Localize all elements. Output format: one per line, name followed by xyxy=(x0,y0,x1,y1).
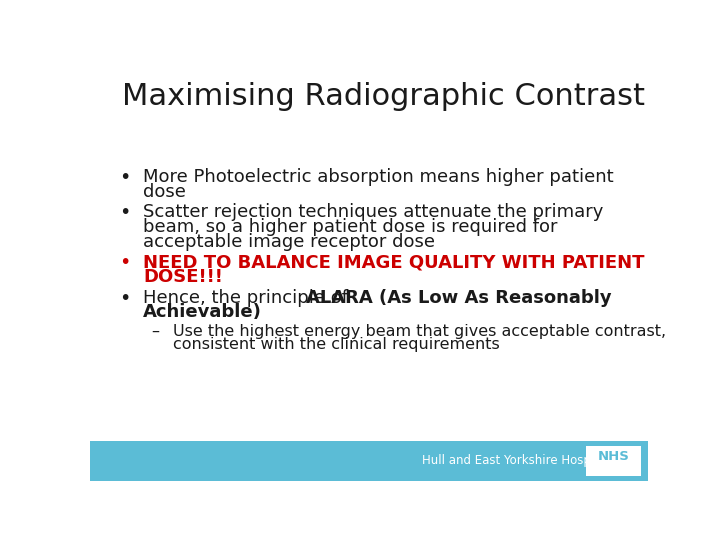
Text: Hull and East Yorkshire Hospitals: Hull and East Yorkshire Hospitals xyxy=(422,454,616,467)
Text: ALARA (As Low As Reasonably: ALARA (As Low As Reasonably xyxy=(306,289,612,307)
Text: More Photoelectric absorption means higher patient: More Photoelectric absorption means high… xyxy=(143,168,613,186)
Text: DOSE!!!: DOSE!!! xyxy=(143,268,223,286)
Text: •: • xyxy=(119,168,130,187)
Bar xyxy=(90,441,648,481)
Text: –: – xyxy=(151,324,159,339)
Text: acceptable image receptor dose: acceptable image receptor dose xyxy=(143,233,435,251)
Text: NEED TO BALANCE IMAGE QUALITY WITH PATIENT: NEED TO BALANCE IMAGE QUALITY WITH PATIE… xyxy=(143,253,644,272)
Text: NHS: NHS xyxy=(598,450,629,463)
Text: Use the highest energy beam that gives acceptable contrast,: Use the highest energy beam that gives a… xyxy=(173,324,666,339)
Text: •: • xyxy=(119,253,130,272)
Text: beam, so a higher patient dose is required for: beam, so a higher patient dose is requir… xyxy=(143,218,557,236)
Bar xyxy=(585,446,642,476)
Text: NHS Trust: NHS Trust xyxy=(596,470,631,476)
Text: •: • xyxy=(119,289,130,308)
Text: Maximising Radiographic Contrast: Maximising Radiographic Contrast xyxy=(122,82,645,111)
Text: dose: dose xyxy=(143,183,186,200)
Text: •: • xyxy=(119,204,130,222)
Text: Hence, the principle of: Hence, the principle of xyxy=(143,289,354,307)
Text: consistent with the clinical requirements: consistent with the clinical requirement… xyxy=(173,337,500,352)
Text: Scatter rejection techniques attenuate the primary: Scatter rejection techniques attenuate t… xyxy=(143,204,603,221)
Text: Achievable): Achievable) xyxy=(143,303,262,321)
